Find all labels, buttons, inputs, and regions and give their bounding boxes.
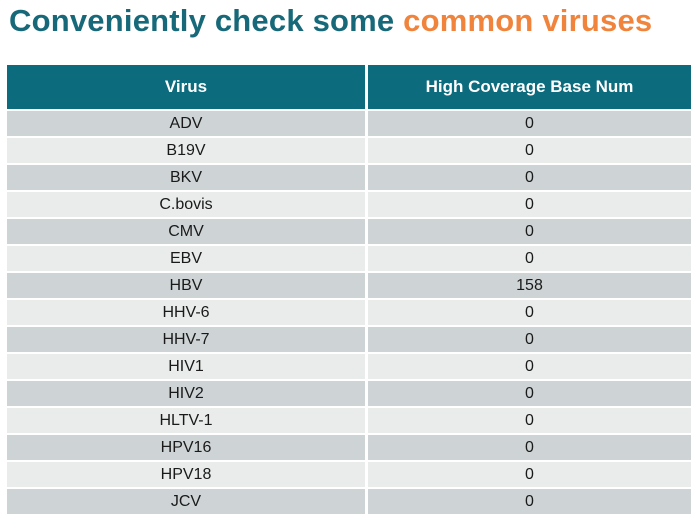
table-header-row: Virus High Coverage Base Num bbox=[7, 65, 691, 109]
virus-cell: B19V bbox=[7, 138, 365, 163]
virus-cell: BKV bbox=[7, 165, 365, 190]
coverage-cell: 158 bbox=[368, 273, 691, 298]
table-row: C.bovis 0 bbox=[7, 192, 691, 217]
table-body: ADV 0 B19V 0 BKV 0 C.bovis 0 CMV 0 EBV 0 HBV 158 HHV-6… bbox=[7, 111, 691, 514]
coverage-cell: 0 bbox=[368, 246, 691, 271]
table-row: HLTV-1 0 bbox=[7, 408, 691, 433]
coverage-cell: 0 bbox=[368, 192, 691, 217]
virus-cell: HHV-7 bbox=[7, 327, 365, 352]
virus-cell: HHV-6 bbox=[7, 300, 365, 325]
virus-cell: HPV16 bbox=[7, 435, 365, 460]
table-row: HHV-6 0 bbox=[7, 300, 691, 325]
coverage-cell: 0 bbox=[368, 219, 691, 244]
virus-cell: C.bovis bbox=[7, 192, 365, 217]
virus-table: Virus High Coverage Base Num ADV 0 B19V 0 BK… bbox=[4, 63, 694, 516]
coverage-cell: 0 bbox=[368, 111, 691, 136]
virus-column-header: Virus bbox=[7, 65, 365, 109]
virus-cell: CMV bbox=[7, 219, 365, 244]
page-title: Conveniently check some common viruses bbox=[9, 1, 652, 41]
table-row: HBV 158 bbox=[7, 273, 691, 298]
virus-cell: HIV1 bbox=[7, 354, 365, 379]
title-accent-text: common viruses bbox=[403, 3, 653, 38]
coverage-cell: 0 bbox=[368, 435, 691, 460]
title-main-text: Conveniently check some bbox=[9, 3, 404, 38]
virus-cell: HLTV-1 bbox=[7, 408, 365, 433]
table-row: HIV2 0 bbox=[7, 381, 691, 406]
table-row: BKV 0 bbox=[7, 165, 691, 190]
table-row: B19V 0 bbox=[7, 138, 691, 163]
coverage-cell: 0 bbox=[368, 381, 691, 406]
table-row: JCV 0 bbox=[7, 489, 691, 514]
table-row: CMV 0 bbox=[7, 219, 691, 244]
coverage-cell: 0 bbox=[368, 462, 691, 487]
coverage-cell: 0 bbox=[368, 354, 691, 379]
virus-cell: EBV bbox=[7, 246, 365, 271]
coverage-cell: 0 bbox=[368, 138, 691, 163]
table-row: HPV16 0 bbox=[7, 435, 691, 460]
coverage-cell: 0 bbox=[368, 300, 691, 325]
virus-cell: JCV bbox=[7, 489, 365, 514]
coverage-column-header: High Coverage Base Num bbox=[368, 65, 691, 109]
table-row: EBV 0 bbox=[7, 246, 691, 271]
table-row: HIV1 0 bbox=[7, 354, 691, 379]
virus-cell: HPV18 bbox=[7, 462, 365, 487]
coverage-cell: 0 bbox=[368, 165, 691, 190]
coverage-cell: 0 bbox=[368, 489, 691, 514]
coverage-cell: 0 bbox=[368, 408, 691, 433]
virus-cell: HIV2 bbox=[7, 381, 365, 406]
table-row: HPV18 0 bbox=[7, 462, 691, 487]
coverage-cell: 0 bbox=[368, 327, 691, 352]
table-row: HHV-7 0 bbox=[7, 327, 691, 352]
virus-cell: ADV bbox=[7, 111, 365, 136]
virus-cell: HBV bbox=[7, 273, 365, 298]
table-row: ADV 0 bbox=[7, 111, 691, 136]
